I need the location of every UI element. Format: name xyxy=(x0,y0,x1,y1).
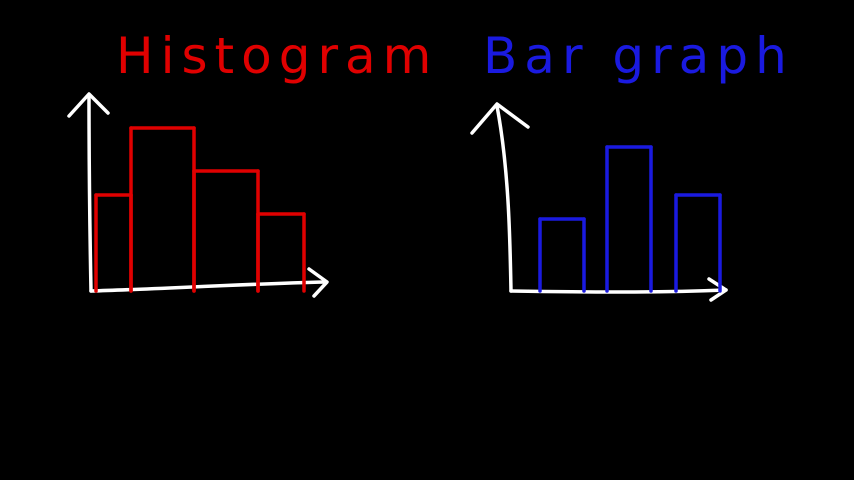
bar-graph-title: Bar graph xyxy=(483,27,794,85)
bar-graph-bar xyxy=(538,217,586,293)
bar-graph-y-axis xyxy=(495,104,513,293)
bar-graph-bar xyxy=(605,145,653,293)
bar-graph-bars xyxy=(538,145,722,293)
histogram-x-axis-arrowhead xyxy=(307,267,329,298)
histogram-x-axis xyxy=(89,280,328,293)
bar-graph-y-axis-arrowhead xyxy=(470,102,530,135)
histogram-y-axis xyxy=(87,94,93,293)
histogram-bar xyxy=(256,212,306,293)
histogram-bars xyxy=(94,126,306,293)
histogram-title: Histogram xyxy=(116,27,438,85)
bar-graph-x-axis-arrowhead xyxy=(707,277,728,302)
bar-graph-bar xyxy=(674,193,722,293)
histogram-y-axis-arrowhead xyxy=(67,92,110,118)
bar-graph-axes xyxy=(470,102,728,302)
histogram-bar xyxy=(129,126,196,293)
histogram-axes xyxy=(67,92,329,298)
bar-graph-x-axis xyxy=(509,288,728,294)
histogram-bar xyxy=(94,193,133,293)
histogram-bar xyxy=(192,169,260,293)
